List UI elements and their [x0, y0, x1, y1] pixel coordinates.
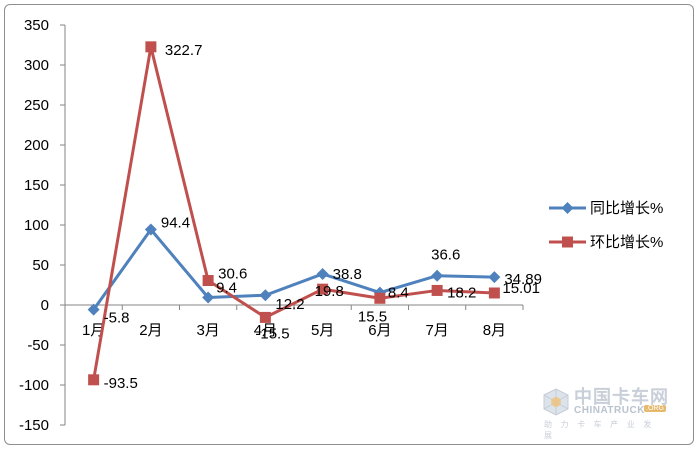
data-label: -93.5 [104, 375, 138, 392]
watermark-subtitle: CHINATRUCK [574, 405, 645, 416]
data-label: 15.5 [358, 309, 387, 326]
data-point-square [317, 283, 329, 295]
data-label: 8.4 [388, 284, 409, 301]
data-label: 12.2 [275, 296, 304, 313]
x-tick-label: 5月 [311, 322, 334, 339]
data-point-diamond [488, 271, 501, 284]
data-label: 19.8 [315, 283, 344, 300]
y-tick-label: -100 [19, 377, 49, 394]
data-point-diamond [316, 267, 329, 280]
x-tick-label: 2月 [139, 322, 162, 339]
x-tick-label: 4月 [254, 322, 277, 339]
y-tick-label: 50 [32, 257, 49, 274]
series-layer [87, 41, 501, 386]
data-label: -5.8 [104, 310, 130, 327]
data-point-square [488, 287, 500, 299]
axes [60, 24, 524, 426]
y-tick-label: 250 [24, 97, 49, 114]
data-label: 15.01 [502, 280, 540, 297]
watermark-suffix: .ORG [644, 405, 666, 412]
data-point-diamond [202, 291, 215, 304]
y-tick-labels: 350 300 250 200 150 100 50 0 -50 -100 -150 [19, 17, 49, 434]
legend-marker-square [562, 236, 573, 248]
data-point-square [431, 284, 443, 296]
x-tick-label: 8月 [483, 322, 506, 339]
data-label: 30.6 [218, 266, 247, 283]
data-point-square [202, 275, 214, 287]
y-tick-label: 150 [24, 177, 49, 194]
x-tick-labels: 1月 2月 3月 4月 5月 6月 7月 8月 [82, 322, 506, 339]
data-label: 36.6 [431, 247, 460, 264]
y-tick-label: 0 [41, 297, 49, 314]
series-line-2 [92, 45, 495, 381]
data-point-square [145, 41, 157, 53]
legend-label: 环比增长% [590, 234, 663, 251]
data-label: -15.5 [255, 325, 289, 342]
watermark-slogan: 助 力 卡 车 产 业 发 展 [544, 420, 655, 440]
y-tick-label: -50 [27, 337, 49, 354]
truck-logo-icon [543, 388, 569, 416]
watermark-title: 中国卡车网 [574, 387, 669, 408]
legend-label: 同比增长% [590, 200, 663, 217]
data-labels: -5.8 94.4 9.4 12.2 38.8 15.5 36.6 34.89 -93.5 322… [104, 42, 542, 392]
data-label: 94.4 [161, 214, 190, 231]
y-tick-label: 300 [24, 57, 49, 74]
data-label: 34.89 [504, 271, 542, 288]
data-label: 18.2 [447, 284, 476, 301]
data-point-square [259, 311, 271, 323]
data-point-diamond [431, 269, 444, 282]
data-point-diamond [144, 223, 157, 236]
x-tick-label: 3月 [196, 322, 219, 339]
data-point-diamond [259, 289, 272, 302]
x-tick-label: 1月 [82, 322, 105, 339]
y-tick-label: 200 [24, 137, 49, 154]
data-label: 322.7 [165, 42, 203, 59]
watermark: 中国卡车网 CHINATRUCK .ORG 助 力 卡 车 产 业 发 展 [540, 383, 670, 440]
data-label: 38.8 [333, 266, 362, 283]
y-tick-label: 350 [24, 17, 49, 34]
x-tick-label: 6月 [368, 322, 391, 339]
data-label: 9.4 [216, 279, 237, 296]
legend: 同比增长% 环比增长% [549, 200, 663, 251]
series-line-1 [92, 227, 495, 311]
x-tick-label: 7月 [425, 322, 448, 339]
y-tick-label: 100 [24, 217, 49, 234]
data-point-square [374, 292, 386, 304]
legend-marker-diamond [561, 202, 574, 214]
y-tick-label: -150 [19, 417, 49, 434]
data-point-square [88, 374, 100, 386]
data-point-diamond [87, 303, 100, 316]
